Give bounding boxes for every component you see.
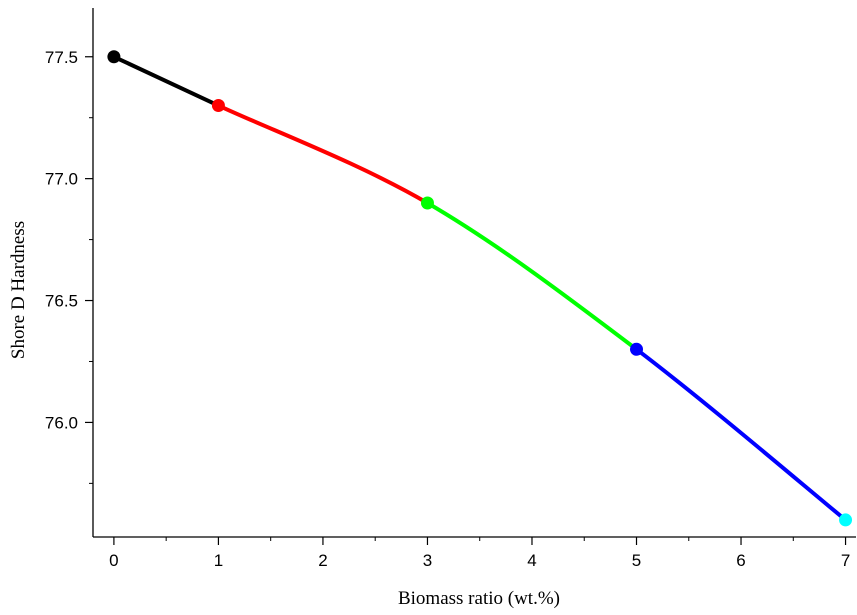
series-segment [111,54,221,108]
y-axis-title: Shore D Hardness [8,221,29,359]
x-tick-label: 5 [632,551,641,570]
series-segment [425,201,639,352]
x-tick-label: 4 [527,551,536,570]
series [111,54,848,522]
x-tick-label: 1 [214,551,223,570]
data-point [107,50,121,64]
data-point [420,196,434,210]
data-point [211,99,225,113]
x-tick-label: 3 [423,551,432,570]
data-point [630,342,644,356]
ticks: 0 1 2 3 4 5 6 7 76.0 76.5 77.0 77.5 [45,48,850,570]
x-axis-title: Biomass ratio (wt.%) [398,588,560,609]
y-tick-label: 76.0 [45,413,78,432]
data-point [839,513,853,527]
y-tick-label: 76.5 [45,292,78,311]
x-tick-label: 6 [736,551,745,570]
x-tick-label: 7 [841,551,850,570]
series-segment [634,347,848,522]
x-tick-label: 0 [109,551,118,570]
x-tick-label: 2 [318,551,327,570]
y-tick-label: 77.5 [45,48,78,67]
axes [92,8,856,538]
y-tick-label: 77.0 [45,170,78,189]
series-segment [216,103,430,206]
markers [107,50,853,527]
